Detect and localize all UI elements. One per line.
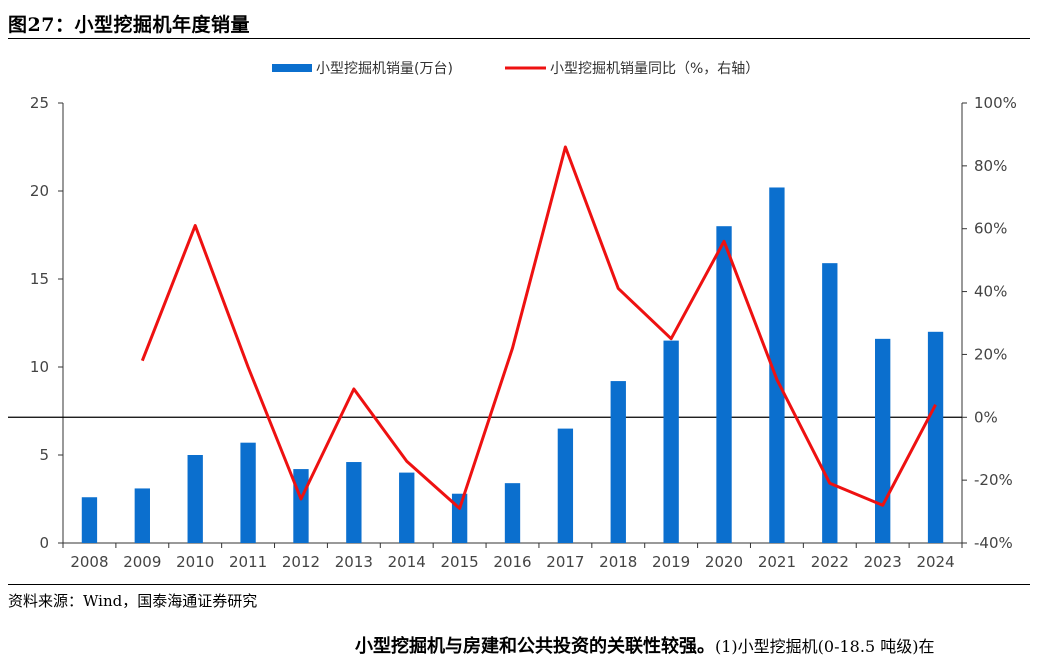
x-tick-label: 2018 [599,553,637,571]
trailing-paragraph: 小型挖掘机与房建和公共投资的关联性较强。(1)小型挖掘机(0-18.5 吨级)在 [355,632,934,658]
left-tick-label: 15 [30,270,49,288]
legend: 小型挖掘机销量(万台) 小型挖掘机销量同比（%，右轴） [272,61,759,77]
left-tick-label: 25 [30,94,49,112]
right-tick-label: 40% [974,283,1007,301]
bar [399,473,414,543]
x-tick-label: 2024 [916,553,954,571]
right-tick-label: 60% [974,220,1007,238]
x-tick-label: 2020 [705,553,743,571]
bar [558,429,573,543]
bar [928,332,943,543]
x-tick-label: 2012 [282,553,320,571]
left-tick-label: 10 [30,358,49,376]
x-tick-label: 2019 [652,553,690,571]
left-tick-label: 0 [39,534,49,552]
line-series [142,147,935,508]
bar [452,494,467,543]
bar [135,488,150,543]
right-tick-label: -20% [974,471,1013,489]
x-tick-label: 2017 [546,553,584,571]
left-tick-label: 20 [30,182,49,200]
source-rule [8,584,1030,585]
x-tick-label: 2016 [493,553,531,571]
bar [240,443,255,543]
x-tick-label: 2015 [441,553,479,571]
x-tick-label: 2009 [123,553,161,571]
x-tick-label: 2008 [70,553,108,571]
legend-line-label: 小型挖掘机销量同比（%，右轴） [550,61,759,77]
right-tick-label: 80% [974,157,1007,175]
right-tick-label: 20% [974,345,1007,363]
bar [82,497,97,543]
legend-bar-swatch [272,64,312,72]
x-tick-label: 2023 [864,553,902,571]
bar [875,339,890,543]
right-tick-label: 0% [974,408,998,426]
bar [611,381,626,543]
x-tick-label: 2014 [388,553,426,571]
bar [346,462,361,543]
bar [716,226,731,543]
x-tick-label: 2011 [229,553,267,571]
x-tick-label: 2013 [335,553,373,571]
bar [663,341,678,543]
right-tick-label: 100% [974,94,1017,112]
bar [188,455,203,543]
left-tick-label: 5 [39,446,49,464]
right-tick-label: -40% [974,534,1013,552]
legend-bar-label: 小型挖掘机销量(万台) [316,61,453,77]
x-tick-label: 2010 [176,553,214,571]
source-note: 资料来源：Wind，国泰海通证券研究 [8,590,257,611]
bar [293,469,308,543]
x-tick-label: 2021 [758,553,796,571]
bar-series [82,187,943,543]
x-tick-label: 2022 [811,553,849,571]
bar [505,483,520,543]
yoy-line [142,147,935,508]
bar [822,263,837,543]
